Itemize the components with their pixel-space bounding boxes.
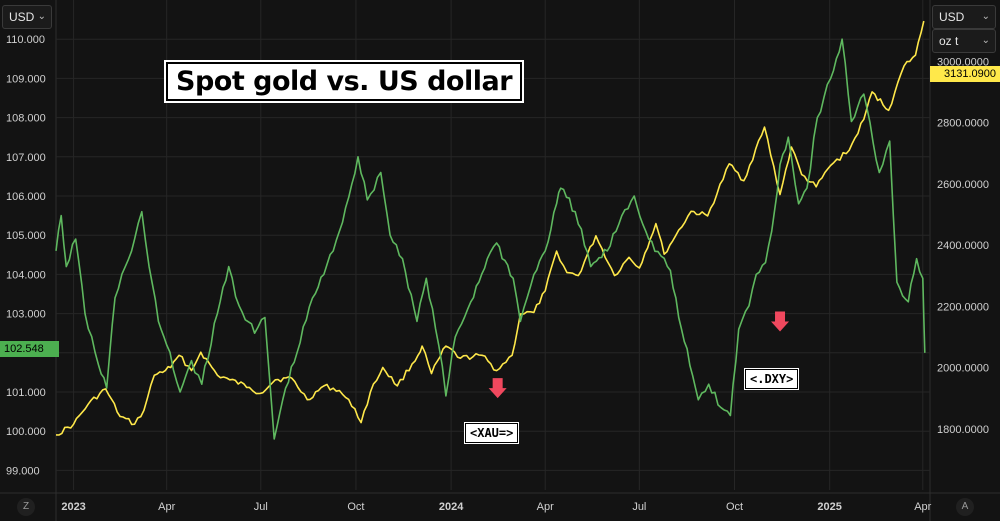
right-currency-select[interactable]: USD ⌄ — [932, 5, 996, 29]
gold-last-value-badge: 3131.0900 — [930, 66, 1000, 82]
x-tick-label: Jul — [254, 501, 268, 513]
dxy-series-label: <.DXY> — [743, 368, 800, 390]
right-tick-label: 2000.0000 — [937, 363, 989, 375]
left-tick-label: 101.000 — [6, 387, 46, 399]
right-tick-label: 2600.0000 — [937, 179, 989, 191]
chevron-down-icon: ⌄ — [37, 11, 46, 22]
dxy-line — [55, 38, 926, 440]
time-axis: 2023 Apr Jul Oct 2024 Apr Jul Oct 2025 Apr — [61, 501, 931, 513]
left-tick-label: 100.000 — [6, 426, 46, 438]
x-tick-label: 2025 — [817, 501, 841, 513]
x-tick-label: Oct — [726, 501, 743, 513]
right-tick-label: 2400.0000 — [937, 240, 989, 252]
x-tick-label: Apr — [537, 501, 554, 513]
left-tick-label: 99.000 — [6, 465, 40, 477]
left-currency-select[interactable]: USD ⌄ — [2, 5, 52, 29]
gold-arrow-icon — [488, 378, 507, 399]
right-tick-label: 1800.0000 — [937, 424, 989, 436]
chevron-down-icon: ⌄ — [981, 35, 990, 46]
x-tick-label: Apr — [158, 501, 175, 513]
annotation-arrows — [488, 311, 790, 399]
left-tick-label: 104.000 — [6, 269, 46, 281]
chevron-down-icon: ⌄ — [981, 11, 990, 22]
left-tick-label: 109.000 — [6, 73, 46, 85]
dxy-last-value-badge: 102.548 — [0, 341, 59, 357]
left-tick-label: 110.000 — [6, 34, 45, 46]
chart-title: Spot gold vs. US dollar — [163, 60, 525, 103]
left-axis: 99.000100.000101.000102.000103.000104.00… — [6, 34, 46, 477]
left-currency-value: USD — [9, 10, 35, 24]
x-tick-label: Apr — [914, 501, 931, 513]
gold-line — [55, 20, 925, 436]
dxy-arrow-icon — [771, 311, 790, 332]
x-tick-label: Oct — [347, 501, 364, 513]
right-tick-label: 2800.0000 — [937, 118, 989, 130]
gold-series-label: <XAU=> — [463, 422, 520, 444]
right-unit-select[interactable]: oz t ⌄ — [932, 29, 996, 53]
left-tick-label: 108.000 — [6, 113, 46, 125]
right-unit-value: oz t — [939, 34, 959, 48]
right-tick-label: 3000.0000 — [937, 56, 989, 68]
right-tick-label: 2200.0000 — [937, 301, 989, 313]
auto-scale-button[interactable]: A — [956, 498, 974, 516]
zoom-button[interactable]: Z — [17, 498, 35, 516]
x-tick-label: 2023 — [61, 501, 85, 513]
right-currency-value: USD — [939, 10, 965, 24]
left-tick-label: 107.000 — [6, 152, 46, 164]
series-lines — [55, 20, 926, 440]
right-axis: 1800.0000 2000.0000 2200.0000 2400.0000 2600… — [937, 56, 989, 436]
x-tick-label: Jul — [632, 501, 646, 513]
x-tick-label: 2024 — [439, 501, 464, 513]
left-tick-label: 106.000 — [6, 191, 46, 203]
left-tick-label: 105.000 — [6, 230, 46, 242]
left-tick-label: 103.000 — [6, 309, 46, 321]
